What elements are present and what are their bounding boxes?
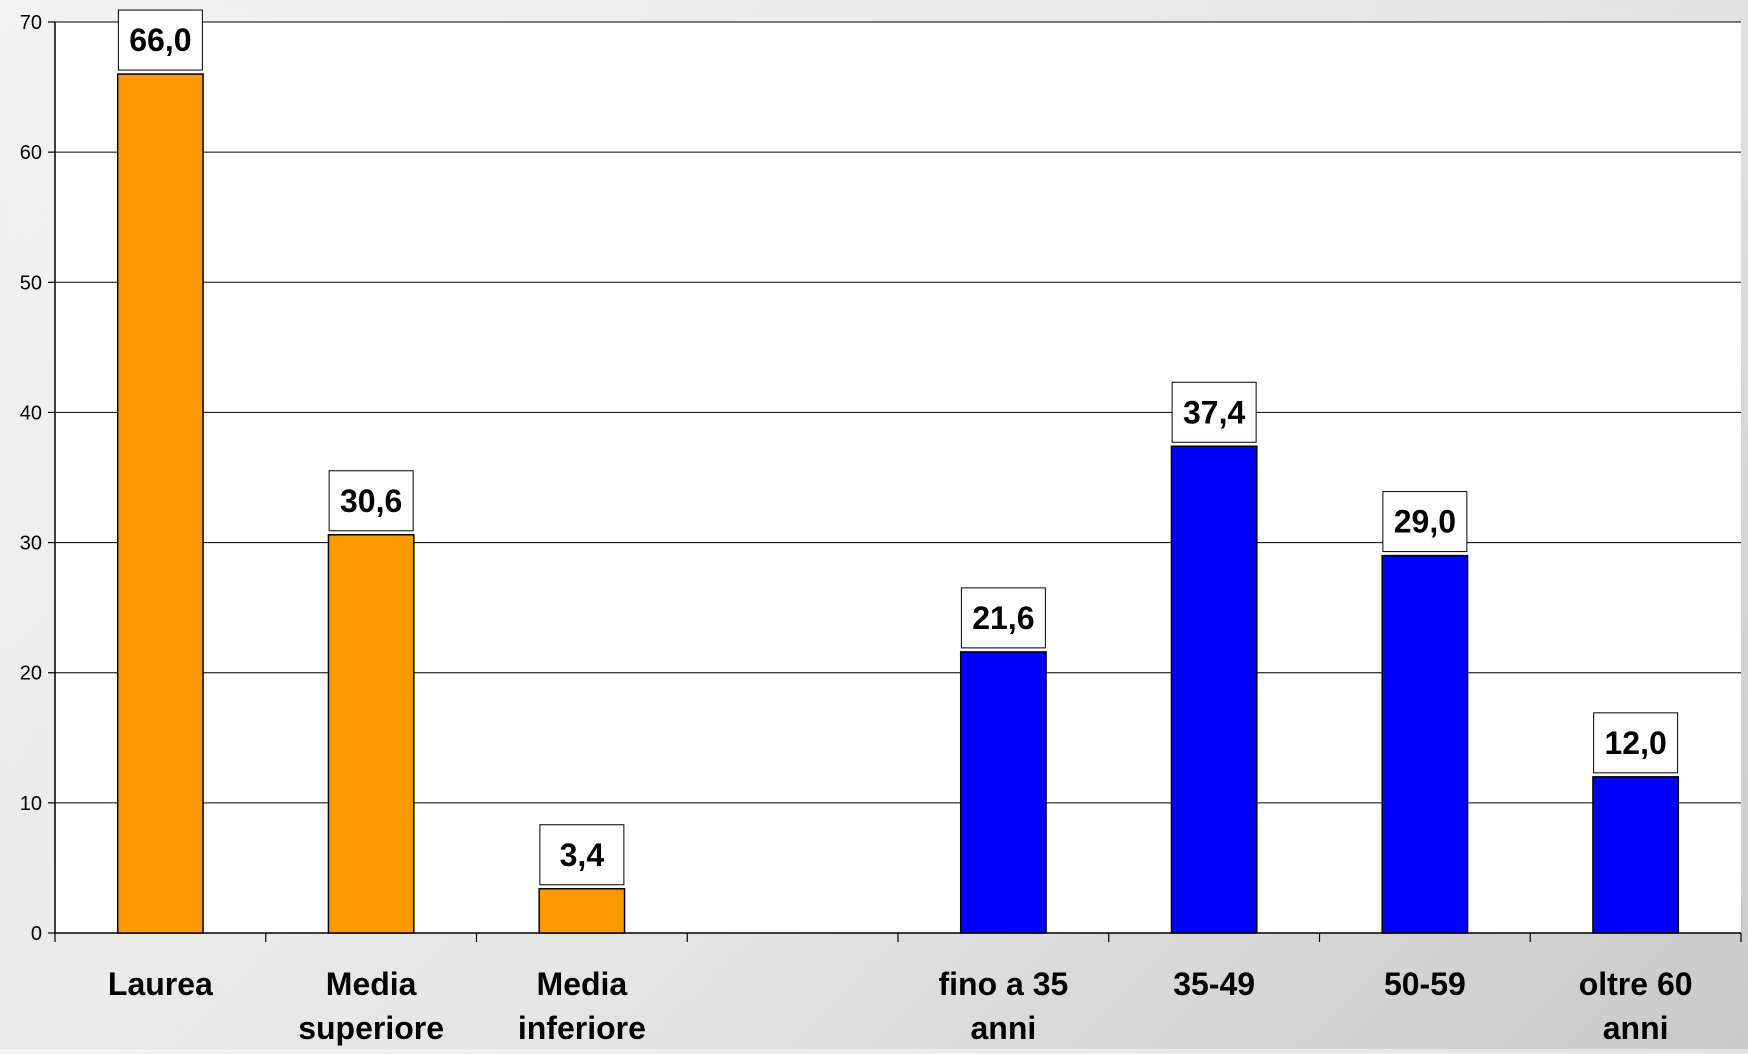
bar [1381, 554, 1469, 934]
y-tick-label: 40 [20, 402, 42, 424]
data-label-box [1593, 712, 1679, 774]
bar [327, 534, 415, 934]
data-label: 37,4 [1183, 394, 1245, 430]
data-label: 30,6 [340, 483, 402, 519]
bar [116, 73, 204, 934]
x-tick-label: Media [326, 966, 417, 1002]
x-tick-label: Media [537, 966, 628, 1002]
data-label: 21,6 [972, 600, 1034, 636]
data-label-box [1171, 381, 1257, 443]
data-label: 3,4 [560, 837, 605, 873]
x-tick-label: anni [970, 1010, 1036, 1046]
data-label-box [960, 587, 1046, 649]
x-tick-label: 50-59 [1384, 966, 1466, 1002]
bar [538, 888, 626, 934]
bar [959, 651, 1047, 934]
plot-area [55, 22, 1741, 933]
x-tick-label: superiore [298, 1010, 444, 1046]
data-label: 66,0 [129, 22, 191, 58]
data-label-box [1382, 491, 1468, 553]
data-label-box [117, 9, 203, 71]
y-tick-label: 20 [20, 663, 42, 685]
bar [1170, 445, 1258, 934]
y-tick-label: 60 [20, 142, 42, 164]
data-label-box [539, 824, 625, 886]
x-tick-label: oltre 60 [1579, 966, 1693, 1002]
x-tick-label: 35-49 [1173, 966, 1255, 1002]
bar [1592, 776, 1680, 934]
y-tick-label: 10 [20, 793, 42, 815]
data-label: 12,0 [1604, 725, 1666, 761]
x-tick-label: Laurea [108, 966, 213, 1002]
y-tick-label: 50 [20, 272, 42, 294]
y-tick-label: 30 [20, 533, 42, 555]
y-tick-label: 0 [31, 923, 42, 945]
x-tick-label: anni [1603, 1010, 1669, 1046]
x-tick-label: inferiore [518, 1010, 646, 1046]
data-label: 29,0 [1394, 504, 1456, 540]
data-label-box [328, 470, 414, 532]
x-tick-label: fino a 35 [938, 966, 1068, 1002]
y-tick-label: 70 [20, 12, 42, 34]
